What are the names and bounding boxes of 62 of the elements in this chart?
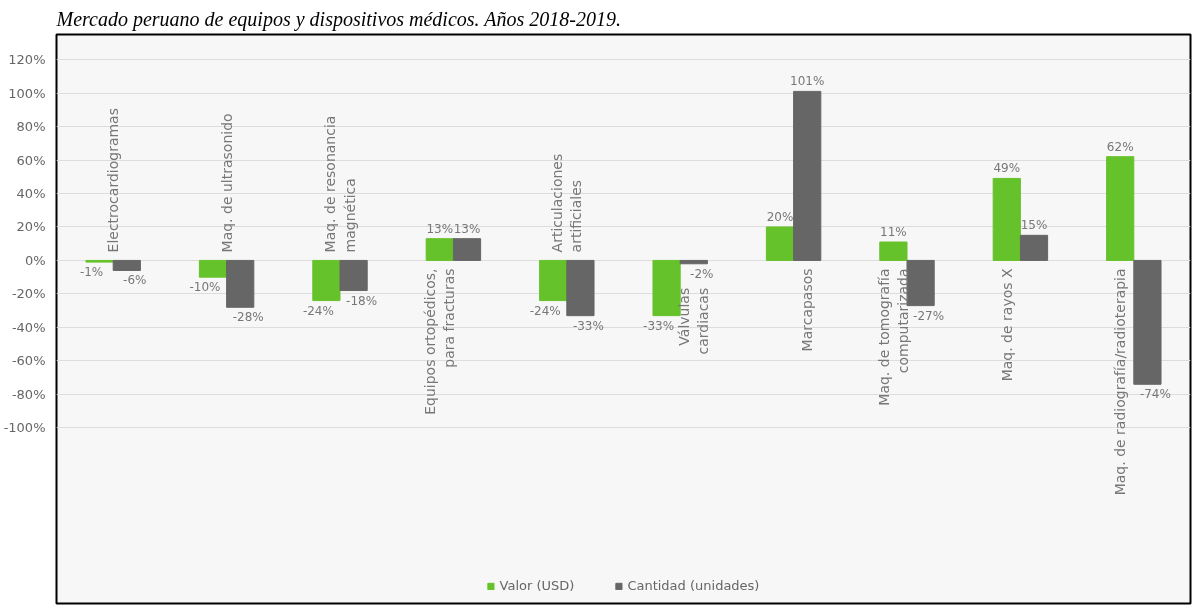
bar <box>566 259 595 317</box>
data-label: 11% <box>880 225 907 240</box>
x-tick-label: Válvulas cardiacas <box>676 287 712 355</box>
data-label: -10% <box>189 280 221 295</box>
data-label: -1% <box>79 265 104 280</box>
bar <box>339 259 368 292</box>
bar <box>312 259 341 302</box>
data-label: 62% <box>1106 139 1134 154</box>
x-tick-label: Maq. de resonancia magnética <box>322 115 358 253</box>
bar <box>425 238 454 261</box>
data-label: -24% <box>302 303 334 318</box>
bar <box>226 259 255 308</box>
y-tick-label: 20% <box>16 219 46 235</box>
y-tick-label: 0% <box>24 252 46 268</box>
y-tick-label: 80% <box>16 119 46 135</box>
bar <box>198 259 228 278</box>
y-tick-label: -100% <box>3 420 46 436</box>
y-tick-label: 120% <box>8 52 46 68</box>
y-tick-label: 40% <box>16 185 46 201</box>
data-label: -33% <box>572 318 604 333</box>
bar <box>793 90 822 261</box>
legend-label: Cantidad (unidades) <box>627 578 760 593</box>
data-label: -27% <box>913 308 945 323</box>
bar <box>679 259 708 265</box>
y-tick-label: -40% <box>11 319 46 335</box>
x-tick-label: Maq. de tomografía computarizada <box>875 268 911 406</box>
data-label: 15% <box>1020 218 1048 233</box>
x-tick-label: Maq. de radiografía/radioterapia <box>1112 268 1129 496</box>
data-label: 101% <box>790 74 825 89</box>
data-label: 13% <box>426 221 454 236</box>
legend-label: Valor (USD) <box>499 578 575 593</box>
data-label: -2% <box>690 266 714 281</box>
data-label: -33% <box>643 318 675 333</box>
bar <box>112 259 141 271</box>
data-label: 49% <box>993 161 1021 176</box>
x-tick-label: Maq. de ultrasonido <box>218 113 235 253</box>
data-label: 20% <box>766 209 794 224</box>
data-label: -28% <box>232 310 264 325</box>
data-label: -24% <box>529 303 561 318</box>
bar <box>765 226 795 261</box>
bar <box>1019 234 1049 261</box>
bar <box>452 238 482 261</box>
chart-title: Mercado peruano de equipos y dispositivos médicos. Años 2018-2019. <box>55 7 621 31</box>
x-tick-label: Maq. de rayos X <box>998 268 1015 382</box>
bar <box>539 259 568 302</box>
data-label: 13% <box>453 221 481 236</box>
bar <box>879 241 908 261</box>
y-tick-label: -80% <box>11 386 46 402</box>
x-tick-label: Electrocardiogramas <box>105 108 122 253</box>
bar <box>992 177 1021 261</box>
data-label: -6% <box>123 273 147 288</box>
y-tick-label: 60% <box>16 152 46 168</box>
bar <box>1133 259 1162 385</box>
x-tick-label: Articulaciones artificiales <box>549 153 585 253</box>
y-tick-label: 100% <box>8 85 46 101</box>
y-tick-label: -60% <box>11 353 46 369</box>
y-tick-label: -20% <box>11 286 46 302</box>
x-tick-label: Marcapasos <box>799 268 816 352</box>
bar <box>1106 156 1135 261</box>
data-label: -18% <box>346 293 378 308</box>
x-tick-label: Equipos ortopédicos, para fracturas <box>422 268 458 415</box>
data-label: -74% <box>1139 387 1171 402</box>
